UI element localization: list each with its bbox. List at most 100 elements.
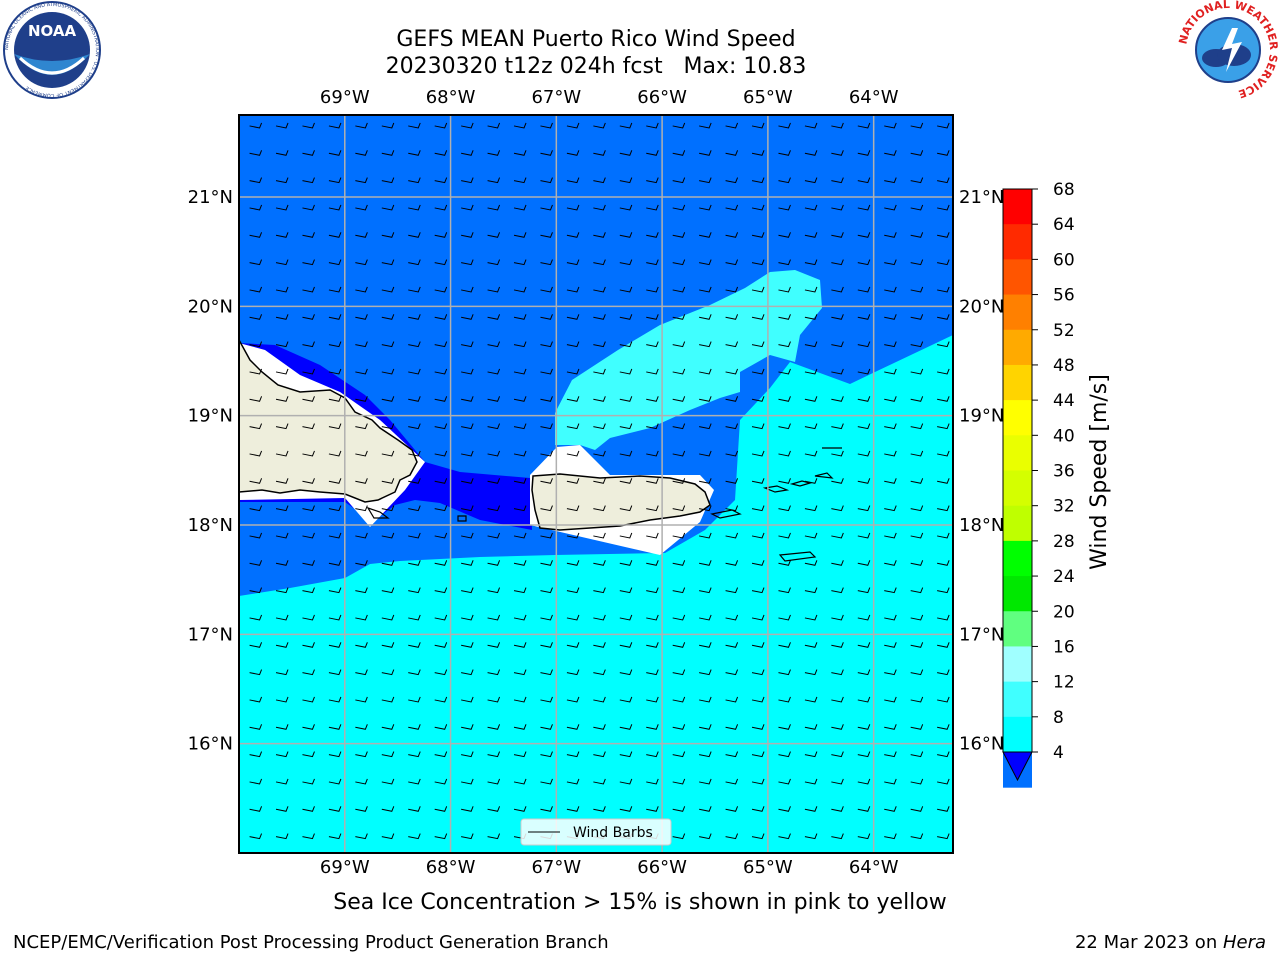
wind-barb <box>408 204 421 211</box>
wind-barb <box>566 286 580 293</box>
wind-barb <box>249 368 263 375</box>
wind-barb <box>619 669 633 676</box>
wind-barb <box>619 478 633 484</box>
wind-barb <box>725 587 739 594</box>
wind-barb <box>725 696 739 703</box>
wind-barb <box>328 368 342 375</box>
wind-barb <box>751 450 765 457</box>
sea-ice-note: Sea Ice Concentration > 15% is shown in … <box>333 890 947 915</box>
wind-barb <box>778 833 791 840</box>
wind-barb <box>461 505 474 512</box>
wind-barb <box>672 286 686 293</box>
wind-barb <box>355 423 368 430</box>
wind-barb <box>513 642 527 648</box>
wind-barb <box>937 642 950 648</box>
lon-label-bottom: 67°W <box>531 857 581 878</box>
wind-barb <box>646 642 659 648</box>
wind-barb <box>513 532 527 539</box>
wind-barb <box>857 833 871 840</box>
wind-barb <box>513 751 527 758</box>
wind-barb <box>751 560 765 566</box>
wind-barb <box>249 532 263 539</box>
wind-barb <box>831 833 844 840</box>
wind-barb <box>461 122 474 129</box>
wind-barb <box>593 778 606 785</box>
coast-islands <box>366 447 842 562</box>
wind-barb <box>302 396 315 402</box>
wind-barb <box>751 368 765 375</box>
wind-barb <box>725 396 739 402</box>
footer-host: Hera <box>1222 932 1266 953</box>
lat-label-right: 17°N <box>959 624 1004 645</box>
map-subtitle-line: 20230320 t12z 024h fcst Max: 10.83 <box>385 54 807 79</box>
wind-barb <box>910 122 924 129</box>
wind-barb <box>910 532 924 539</box>
wind-barb <box>434 669 448 676</box>
wind-barb <box>857 341 871 348</box>
wind-barb <box>434 368 448 375</box>
wind-barb <box>540 396 553 402</box>
wind-barb <box>302 560 315 566</box>
wind-barb <box>937 669 950 676</box>
wind-barb <box>566 259 580 266</box>
wind-barb <box>434 423 448 430</box>
wind-barb <box>249 341 263 348</box>
wind-barb <box>513 423 527 430</box>
wind-barb <box>540 122 553 129</box>
wind-barb <box>540 532 553 539</box>
wind-barb <box>355 696 368 703</box>
wind-barb <box>751 259 765 266</box>
wind-barb <box>937 286 950 293</box>
wind-barb <box>884 177 897 184</box>
wind-barb <box>831 614 844 621</box>
lat-label-left: 19°N <box>188 406 233 427</box>
wind-barb <box>275 150 289 156</box>
wind-barb <box>408 150 421 156</box>
wind-barb <box>646 450 659 457</box>
wind-barb <box>302 232 315 238</box>
wind-barb <box>804 778 818 785</box>
colorbar-tick-label: 36 <box>1053 462 1075 482</box>
wind-barb <box>487 423 501 430</box>
wind-barb <box>461 314 474 320</box>
wind-barb <box>302 286 315 293</box>
wind-barb <box>751 423 765 430</box>
wind-barb <box>619 232 633 238</box>
wind-barb <box>249 669 263 676</box>
wind-barb <box>487 478 501 484</box>
wind-barb <box>646 341 659 348</box>
wind-barb <box>884 314 897 320</box>
colorbar-tick-label: 44 <box>1053 391 1075 411</box>
wind-barb <box>725 614 739 621</box>
wind-barb <box>884 368 897 375</box>
wind-barb <box>804 505 818 512</box>
wind-barb <box>249 642 263 648</box>
wind-barb <box>593 669 606 676</box>
colorbar-tick-label: 40 <box>1053 426 1075 446</box>
wind-barb <box>646 560 659 566</box>
wind-barb <box>513 286 527 293</box>
wind-barb <box>328 423 342 430</box>
wind-barb <box>646 806 659 812</box>
wind-barb <box>593 696 606 703</box>
wind-barb <box>778 450 791 457</box>
wind-barb <box>910 751 924 758</box>
wind-barb <box>646 587 659 594</box>
wind-barb <box>487 696 501 703</box>
wind-barb <box>249 478 263 484</box>
wind-barb <box>751 833 765 840</box>
wind-barb <box>566 396 580 402</box>
wind-barb <box>275 122 289 129</box>
legend-label: Wind Barbs <box>573 825 653 841</box>
wind-barb <box>275 724 289 730</box>
wind-barb <box>725 724 739 730</box>
wind-barb <box>328 341 342 348</box>
wind-barb <box>910 724 924 730</box>
wind-barb <box>672 423 686 430</box>
wind-barb <box>328 150 342 156</box>
lat-label-right: 19°N <box>959 406 1004 427</box>
wind-barb <box>831 724 844 730</box>
wind-barb <box>355 122 368 129</box>
wind-barb <box>408 314 421 320</box>
wind-barb <box>355 751 368 758</box>
